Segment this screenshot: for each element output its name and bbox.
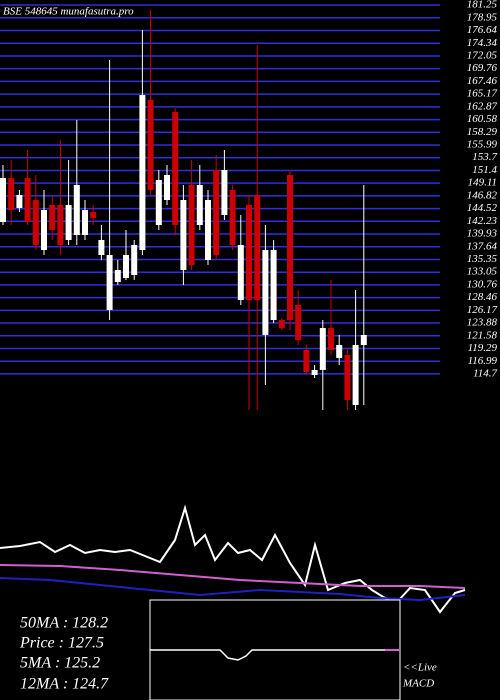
candle-body [172, 111, 179, 226]
candle-body [270, 250, 277, 320]
y-tick-label: 114.7 [473, 367, 497, 379]
candle-body [295, 305, 302, 340]
candle-body [49, 205, 56, 231]
y-tick-label: 130.76 [467, 278, 498, 290]
candle-body [147, 100, 154, 190]
macd-label: MACD [402, 678, 434, 690]
ma-line [0, 564, 466, 589]
chart-title: BSE 548645 munafasutra.pro [3, 6, 134, 18]
candle-body [205, 200, 211, 260]
candle-body [24, 178, 31, 223]
y-tick-label: 133.05 [467, 266, 498, 278]
candle-body [360, 334, 367, 345]
y-tick-label: 167.46 [467, 75, 498, 87]
y-tick-label: 172.05 [467, 50, 498, 62]
candle-body [131, 245, 138, 276]
candle-body [246, 205, 252, 301]
candle-body [237, 245, 244, 301]
candle-body [344, 355, 351, 401]
candle-body [221, 170, 228, 215]
indicator-panel: 50MA : 128.2 Price : 127.5 5MA : 125.2 1… [0, 504, 466, 700]
candle-body [180, 200, 187, 271]
y-tick-label: 119.29 [468, 342, 498, 354]
y-tick-label: 162.87 [467, 100, 498, 112]
candle-body [90, 211, 97, 219]
y-tick-label: 151.4 [472, 164, 497, 176]
candle-body [319, 328, 326, 370]
candle-body [8, 178, 15, 210]
y-tick-label: 176.64 [467, 24, 498, 36]
candle-body [229, 189, 236, 246]
candle-body [98, 239, 105, 256]
candle-body [16, 195, 23, 208]
y-tick-label: 165.17 [467, 88, 498, 100]
indicator-label: 50MA : 128.2 [20, 615, 108, 632]
y-tick-label: 139.93 [467, 228, 498, 240]
candle-body [114, 270, 121, 283]
y-tick-label: 169.76 [467, 62, 498, 74]
candle-body [73, 184, 80, 235]
y-tick-label: 160.58 [467, 113, 498, 125]
candle-body [262, 250, 269, 335]
candle-body [65, 205, 72, 240]
macd-line [150, 649, 385, 661]
y-tick-label: 181.25 [467, 0, 498, 11]
candle-body [139, 95, 146, 251]
candle-body [0, 178, 6, 223]
candle-body [254, 195, 261, 301]
candle-body [352, 344, 359, 406]
candle-body [196, 184, 203, 226]
candle-body [188, 184, 195, 265]
candle-body [336, 344, 343, 359]
candle-body [32, 200, 39, 246]
y-tick-label: 123.88 [467, 317, 498, 329]
candle-body [41, 209, 47, 251]
candle-body [328, 328, 334, 351]
candle-body [164, 175, 170, 201]
y-tick-label: 137.64 [467, 240, 498, 252]
candle-body [303, 350, 310, 372]
candle-body [106, 255, 113, 310]
indicator-label: 5MA : 125.2 [20, 655, 100, 672]
y-tick-label: 155.99 [467, 139, 498, 151]
y-tick-label: 153.7 [472, 151, 497, 163]
y-tick-label: 116.99 [468, 355, 498, 367]
y-tick-label: 121.58 [467, 329, 498, 341]
indicator-label: Price : 127.5 [19, 635, 104, 652]
y-tick-label: 174.34 [467, 37, 498, 49]
candle-body [82, 209, 88, 235]
macd-label: <<Live [403, 662, 437, 674]
y-tick-label: 135.35 [467, 253, 498, 265]
candle-body [155, 180, 162, 226]
candle-body [287, 175, 293, 320]
ma-line-2 [0, 577, 466, 602]
candle-body [57, 205, 64, 246]
indicator-label: 12MA : 124.7 [20, 676, 109, 693]
y-tick-label: 144.52 [467, 202, 498, 214]
y-tick-label: 126.17 [467, 304, 498, 316]
y-tick-label: 149.11 [468, 177, 497, 189]
y-tick-label: 158.29 [467, 126, 498, 138]
price-line [0, 504, 466, 614]
y-tick-label: 146.82 [467, 189, 498, 201]
y-tick-label: 142.23 [467, 215, 498, 227]
candle-body [213, 170, 220, 256]
y-tick-label: 128.46 [467, 291, 498, 303]
y-tick-label: 178.95 [467, 11, 498, 23]
candle-body [278, 319, 285, 329]
candle-body [123, 255, 129, 279]
candle-body [311, 369, 318, 376]
